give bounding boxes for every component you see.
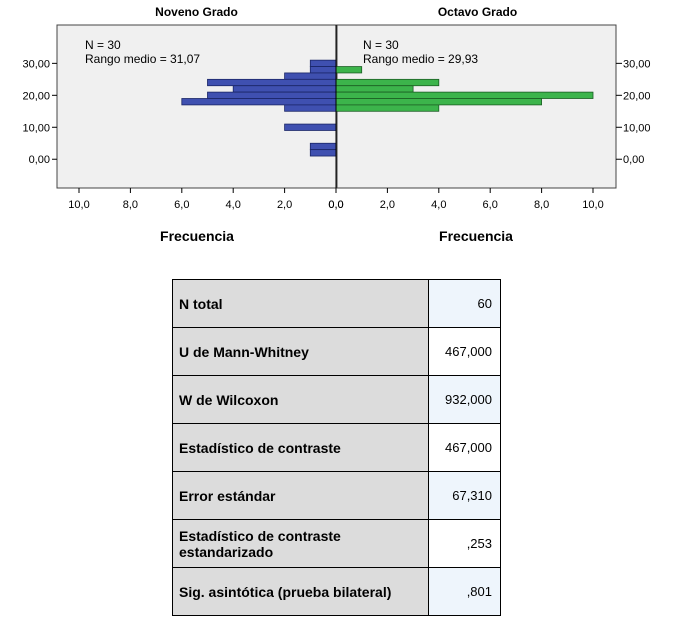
stats-row-label: Sig. asintótica (prueba bilateral) xyxy=(172,567,429,616)
right-histogram-bar xyxy=(335,66,363,74)
left-histogram-bar xyxy=(309,142,337,151)
right-x-axis-title: Frecuencia xyxy=(439,228,513,244)
right-histogram-bar xyxy=(335,98,543,106)
stats-row-value: 932,000 xyxy=(428,375,501,424)
left-x-axis-title: Frecuencia xyxy=(160,228,234,244)
right-n-label: N = 30 xyxy=(363,38,399,52)
right-y-tick-label: 0,00 xyxy=(623,154,644,166)
left-y-tick-label: 10,00 xyxy=(22,122,50,134)
right-mean-rank-label: Rango medio = 29,93 xyxy=(363,52,478,66)
stats-row: U de Mann-Whitney 467,000 xyxy=(172,327,501,376)
left-x-tick-label: 2,0 xyxy=(277,199,292,211)
right-plot-title: Octavo Grado xyxy=(438,5,517,19)
left-histogram-bar xyxy=(309,59,337,67)
left-histogram-bar xyxy=(284,123,337,131)
left-y-tick-label: 30,00 xyxy=(22,58,50,70)
right-histogram-bar xyxy=(335,85,414,93)
right-x-tick-label: 2,0 xyxy=(380,199,395,211)
stats-row-label: Estadístico de contraste estandarizado xyxy=(172,519,429,568)
left-mean-rank-label: Rango medio = 31,07 xyxy=(85,52,200,66)
right-histogram-bar xyxy=(335,78,440,87)
stats-row-value: ,801 xyxy=(428,567,501,616)
right-y-tick-label: 20,00 xyxy=(623,90,651,102)
right-x-tick-label: 4,0 xyxy=(431,199,446,211)
left-x-tick-label: 10,0 xyxy=(68,199,89,211)
right-histogram-bar xyxy=(335,104,440,112)
right-x-tick-label: 10,0 xyxy=(582,199,603,211)
stats-row: W de Wilcoxon 932,000 xyxy=(172,375,501,424)
left-x-tick-label: 6,0 xyxy=(174,199,189,211)
stats-row-value: 67,310 xyxy=(428,471,501,520)
right-x-tick-label: 0,0 xyxy=(328,199,343,211)
left-histogram-bar xyxy=(284,104,337,112)
stats-row-value: ,253 xyxy=(428,519,501,568)
left-histogram-bar xyxy=(207,91,337,99)
left-plot-title: Noveno Grado xyxy=(155,5,238,19)
right-x-tick-label: 6,0 xyxy=(483,199,498,211)
left-histogram-bar xyxy=(181,98,337,106)
left-x-tick-label: 0,0 xyxy=(328,199,343,211)
left-histogram-bar xyxy=(232,85,337,93)
stats-row-value: 467,000 xyxy=(428,327,501,376)
left-x-tick-label: 4,0 xyxy=(226,199,241,211)
stats-row-label: N total xyxy=(172,279,429,328)
test-summary-table: N total 60 U de Mann-Whitney 467,000 W de Wi… xyxy=(172,279,501,616)
right-y-tick-label: 30,00 xyxy=(623,58,651,70)
right-histogram-bar xyxy=(335,91,594,99)
stats-row: N total 60 xyxy=(172,279,501,328)
stats-row: Estadístico de contraste estandarizado ,2… xyxy=(172,519,501,568)
left-histogram-bar xyxy=(207,78,337,87)
stats-row-label: Estadístico de contraste xyxy=(172,423,429,472)
stats-row-label: Error estándar xyxy=(172,471,429,520)
right-x-tick-label: 8,0 xyxy=(534,199,549,211)
stats-row-label: U de Mann-Whitney xyxy=(172,327,429,376)
right-y-tick-label: 10,00 xyxy=(623,122,651,134)
left-histogram-bar xyxy=(284,72,337,80)
left-n-label: N = 30 xyxy=(85,38,121,52)
left-y-tick-label: 20,00 xyxy=(22,90,50,102)
stats-row-value: 467,000 xyxy=(428,423,501,472)
stats-row-label: W de Wilcoxon xyxy=(172,375,429,424)
stats-row-value: 60 xyxy=(428,279,501,328)
left-y-tick-label: 0,00 xyxy=(29,154,50,166)
stats-row: Sig. asintótica (prueba bilateral) ,801 xyxy=(172,567,501,616)
left-x-tick-label: 8,0 xyxy=(123,199,138,211)
left-histogram-bar xyxy=(309,149,337,157)
stats-row: Estadístico de contraste 467,000 xyxy=(172,423,501,472)
left-histogram-bar xyxy=(309,66,337,74)
stats-row: Error estándar 67,310 xyxy=(172,471,501,520)
